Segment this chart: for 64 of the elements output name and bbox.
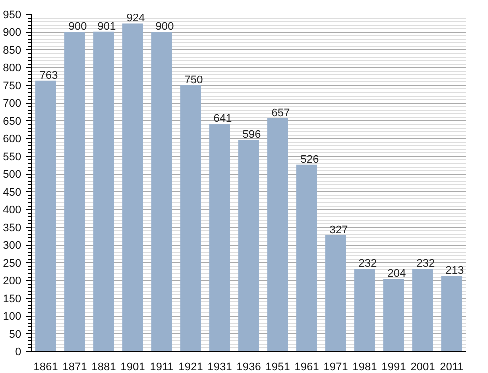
bar [210, 124, 230, 352]
y-tick-label: 400 [3, 204, 22, 217]
x-tick-label: 1871 [62, 362, 88, 373]
bar [268, 118, 288, 352]
data-label: 900 [156, 21, 174, 34]
x-tick-label: 1991 [382, 362, 406, 373]
x-tick-label: 1911 [150, 362, 174, 373]
bar [354, 269, 376, 352]
y-tick-label: 250 [3, 258, 22, 270]
bar [384, 279, 404, 352]
data-label: 657 [272, 107, 290, 120]
bar [64, 32, 86, 352]
bar [412, 269, 434, 352]
data-label: 526 [300, 154, 320, 166]
y-tick-label: 200 [3, 276, 22, 288]
y-tick-label: 800 [3, 62, 22, 75]
bar [238, 140, 260, 352]
bar [180, 85, 202, 352]
x-tick-label: 1936 [236, 362, 262, 373]
bar [296, 164, 318, 352]
y-tick-label: 900 [3, 27, 22, 40]
y-tick-label: 700 [3, 98, 22, 110]
x-tick-label: 2011 [440, 362, 464, 373]
x-tick-label: 2001 [410, 362, 436, 373]
x-tick-label: 1881 [92, 362, 116, 373]
data-label: 232 [358, 258, 378, 270]
x-tick-label: 1901 [120, 362, 146, 373]
data-label: 750 [184, 74, 204, 86]
x-tick-label: 1951 [266, 362, 290, 373]
data-label: 213 [446, 264, 464, 277]
data-label: 763 [40, 70, 58, 82]
y-tick-label: 550 [3, 151, 22, 164]
x-tick-label: 1961 [294, 362, 320, 373]
y-tick-label: 150 [3, 293, 22, 306]
x-tick-label: 1971 [324, 362, 348, 373]
bar [122, 24, 144, 352]
x-tick-label: 1981 [352, 362, 378, 373]
bar [94, 32, 114, 352]
y-tick-label: 350 [3, 222, 22, 234]
y-tick-label: 650 [3, 116, 22, 128]
data-label: 204 [388, 268, 406, 280]
x-tick-label: 1921 [178, 362, 204, 373]
data-label: 901 [98, 20, 116, 33]
y-tick-label: 500 [3, 169, 22, 182]
y-tick-label: 600 [3, 134, 22, 146]
data-label: 232 [416, 258, 436, 270]
y-tick-label: 0 [15, 346, 22, 358]
x-tick-label: 1931 [208, 362, 232, 373]
y-tick-label: 450 [3, 186, 22, 199]
data-label: 641 [214, 113, 232, 126]
y-tick-label: 950 [3, 10, 22, 22]
bar [326, 236, 346, 352]
y-tick-label: 750 [3, 80, 22, 92]
y-tick-label: 50 [9, 328, 22, 341]
data-label: 596 [242, 129, 262, 142]
bar [152, 32, 172, 352]
x-tick-label: 1861 [34, 362, 58, 373]
y-tick-label: 850 [3, 44, 22, 57]
bar [442, 276, 462, 352]
y-tick-label: 100 [3, 311, 22, 324]
data-label: 900 [68, 21, 88, 34]
y-tick-label: 300 [3, 240, 22, 252]
bar [36, 80, 56, 352]
data-label: 327 [330, 224, 348, 236]
